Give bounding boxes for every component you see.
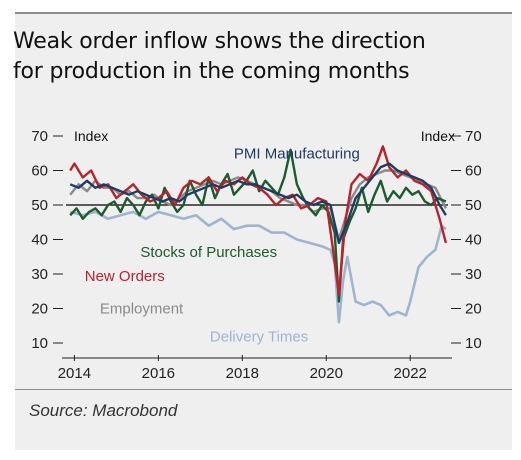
y-tick-right-20: 20 xyxy=(465,301,482,318)
y-tick-left-10: 10 xyxy=(31,335,48,352)
y-tick-left-30: 30 xyxy=(31,266,48,283)
y-tick-left-40: 40 xyxy=(31,232,48,249)
y-tick-right-50: 50 xyxy=(465,197,482,214)
x-tick-2022: 2022 xyxy=(394,365,427,382)
x-tick-2020: 2020 xyxy=(310,365,343,382)
chart-title: Weak order inflow shows the direction fo… xyxy=(13,27,493,87)
y-tick-left-20: 20 xyxy=(31,301,48,318)
y-axis-label-left: Index xyxy=(74,128,108,144)
series-line-stocks-of-purchases xyxy=(69,148,447,303)
y-tick-left-60: 60 xyxy=(31,163,48,180)
series-line-delivery-times xyxy=(69,210,447,324)
x-tick-2014: 2014 xyxy=(58,365,91,382)
chart-series xyxy=(69,145,448,324)
y-axis-label-right: Index xyxy=(421,128,455,144)
series-label-stocks-of-purchases: Stocks of Purchases xyxy=(140,244,277,261)
chart-card xyxy=(15,12,512,450)
series-line-new-orders xyxy=(69,145,448,296)
chart-series-labels: PMI Manufacturing New Orders Employment Sto… xyxy=(85,145,360,345)
series-label-employment: Employment xyxy=(100,301,184,318)
y-tick-left-70: 70 xyxy=(31,128,48,145)
y-tick-right-60: 60 xyxy=(465,163,482,180)
series-line-pmi-manufacturing xyxy=(69,162,447,245)
x-tick-2016: 2016 xyxy=(142,365,175,382)
series-label-new-orders: New Orders xyxy=(85,268,165,285)
source-note: Source: Macrobond xyxy=(29,401,178,420)
y-tick-right-10: 10 xyxy=(465,335,482,352)
y-tick-right-70: 70 xyxy=(465,128,482,145)
title-line-1: Weak order inflow shows the direction xyxy=(13,29,426,54)
title-line-2: for production in the coming months xyxy=(13,59,410,84)
series-label-pmi-manufacturing: PMI Manufacturing xyxy=(234,145,360,162)
x-tick-2018: 2018 xyxy=(226,365,259,382)
y-tick-left-50: 50 xyxy=(31,197,48,214)
y-tick-right-30: 30 xyxy=(465,266,482,283)
source-divider xyxy=(15,389,512,390)
y-tick-right-40: 40 xyxy=(465,232,482,249)
series-label-delivery-times: Delivery Times xyxy=(210,328,308,345)
